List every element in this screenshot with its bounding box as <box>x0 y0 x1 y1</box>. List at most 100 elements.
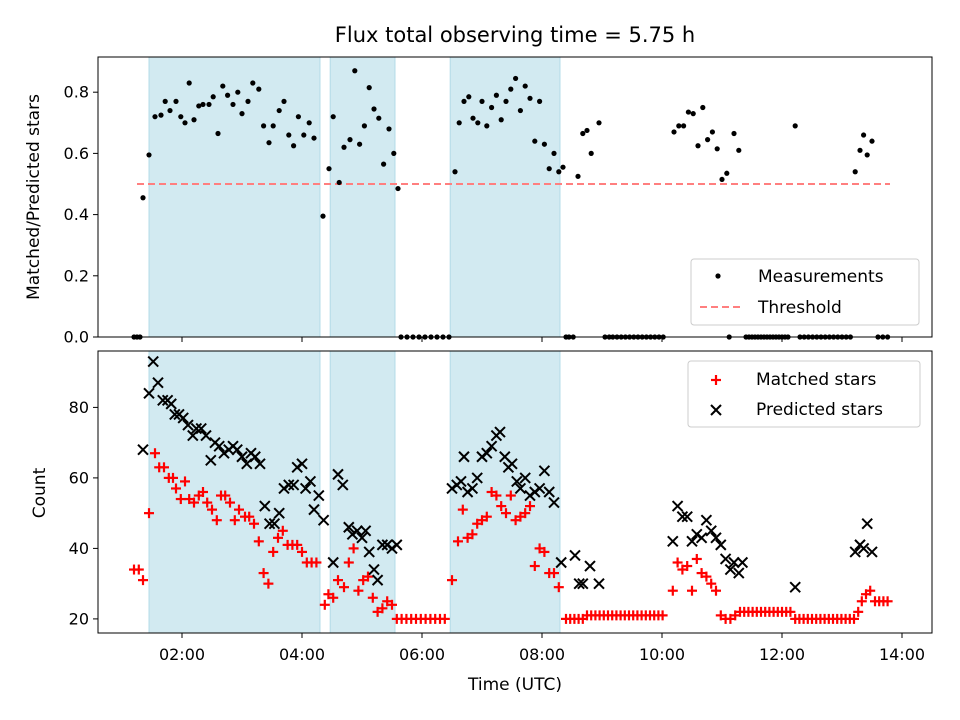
predicted-star-stroke-b <box>137 443 149 456</box>
predicted-star-stroke-b <box>268 518 281 530</box>
predicted-star-stroke-b <box>577 577 589 590</box>
measurement-point <box>484 123 490 129</box>
measurement-point <box>731 130 737 137</box>
matched-star-point <box>672 557 683 568</box>
predicted-star-stroke-b <box>514 482 527 495</box>
predicted-star-stroke-b <box>177 412 189 424</box>
predicted-star-stroke-b <box>368 563 380 576</box>
predicted-star-point <box>308 503 320 516</box>
predicted-star-stroke-b <box>538 465 551 477</box>
predicted-star-stroke-b <box>327 556 339 569</box>
top-panel: 0.0 0.2 0.4 0.6 0.8 Flux total observing tim… <box>24 23 933 347</box>
predicted-star-point <box>304 475 317 488</box>
predicted-star-stroke-b <box>363 546 375 558</box>
measurement-point <box>584 127 590 134</box>
predicted-star-point <box>857 542 870 555</box>
measurement-point <box>493 92 499 98</box>
predicted-star-point <box>249 451 261 463</box>
matched-star-point <box>539 546 550 557</box>
predicted-star-point <box>152 377 164 389</box>
predicted-star-point <box>283 479 295 491</box>
matched-star-point <box>856 596 867 607</box>
predicted-star-stroke-b <box>543 486 555 498</box>
predicted-star-point <box>593 577 605 590</box>
measurement-point <box>215 130 221 137</box>
predicted-star-point <box>667 535 679 548</box>
predicted-star-stroke-b <box>231 443 243 456</box>
predicted-star-stroke-b <box>157 394 169 407</box>
predicted-star-stroke-b <box>371 574 384 586</box>
predicted-star-stroke-b <box>152 377 164 389</box>
matched-star-point <box>687 585 697 596</box>
matched-star-point <box>553 582 564 593</box>
predicted-star-point <box>458 451 470 463</box>
measurement-point <box>709 129 716 135</box>
measurement-point <box>270 123 276 129</box>
measurement-point <box>250 80 256 86</box>
predicted-star-stroke-b <box>200 429 212 442</box>
measurement-point <box>690 111 696 117</box>
predicted-star-point <box>573 577 585 590</box>
top-legend-label-threshold: Threshold <box>757 298 842 318</box>
measurement-point <box>517 107 524 114</box>
measurement-point <box>556 169 562 175</box>
top-ytick-label: 0.0 <box>64 328 89 347</box>
predicted-star-stroke-b <box>499 451 511 463</box>
predicted-star-stroke-b <box>667 535 679 548</box>
top-legend-marker-measurements <box>715 273 721 279</box>
predicted-star-stroke-b <box>511 475 523 488</box>
bottom-legend-label-predicted: Predicted stars <box>756 400 883 420</box>
measurement-point <box>306 120 312 126</box>
bottom-shaded-intervals <box>148 350 561 634</box>
bottom-xtick-label: 04:00 <box>279 645 325 664</box>
predicted-star-stroke-b <box>182 419 194 431</box>
bottom-legend-frame <box>687 360 921 428</box>
measurement-point <box>479 98 485 104</box>
predicted-star-point <box>710 532 722 544</box>
measurement-point <box>508 86 514 92</box>
predicted-star-point <box>177 412 189 424</box>
predicted-star-point <box>376 539 389 551</box>
measurement-point <box>537 98 543 104</box>
bottom-xtick-label: 06:00 <box>399 645 445 664</box>
matched-star-point <box>348 543 359 554</box>
predicted-star-stroke-b <box>165 398 177 410</box>
predicted-star-stroke-b <box>337 479 349 491</box>
predicted-star-stroke-b <box>351 525 363 537</box>
top-ytick-label: 0.2 <box>64 266 89 285</box>
predicted-star-point <box>363 546 375 558</box>
predicted-star-stroke-b <box>273 507 285 519</box>
predicted-star-point <box>231 443 243 456</box>
measurement-point <box>466 94 472 100</box>
matched-star-point <box>253 536 264 547</box>
predicted-star-stroke-b <box>569 549 581 562</box>
matched-star-point <box>785 606 796 617</box>
predicted-star-stroke-b <box>471 472 483 484</box>
predicted-star-stroke-b <box>705 525 717 537</box>
predicted-star-stroke-b <box>710 532 722 544</box>
measurement-point <box>676 123 682 129</box>
measurement-point <box>503 98 509 104</box>
matched-star-point <box>529 561 540 572</box>
measurement-point <box>861 132 867 138</box>
bottom-matched-points <box>129 448 893 624</box>
predicted-star-stroke-b <box>296 458 308 470</box>
matched-star-point <box>377 603 388 614</box>
predicted-star-point <box>494 426 506 438</box>
predicted-star-stroke-b <box>263 518 276 530</box>
measurement-point <box>366 85 372 91</box>
measurement-point <box>191 117 197 123</box>
measurement-point <box>700 104 706 111</box>
measurement-point <box>200 101 206 108</box>
predicted-star-stroke-b <box>715 539 727 551</box>
predicted-star-stroke-b <box>719 553 732 565</box>
matched-star-point <box>853 606 864 617</box>
predicted-star-point <box>584 560 596 572</box>
top-legend-label-measurements: Measurements <box>758 267 884 287</box>
predicted-star-stroke-b <box>695 532 708 544</box>
predicted-star-stroke-b <box>485 440 498 452</box>
measurement-point <box>560 164 566 170</box>
predicted-star-point <box>789 581 801 593</box>
top-shaded-intervals <box>148 56 561 338</box>
measurement-point <box>864 152 870 158</box>
